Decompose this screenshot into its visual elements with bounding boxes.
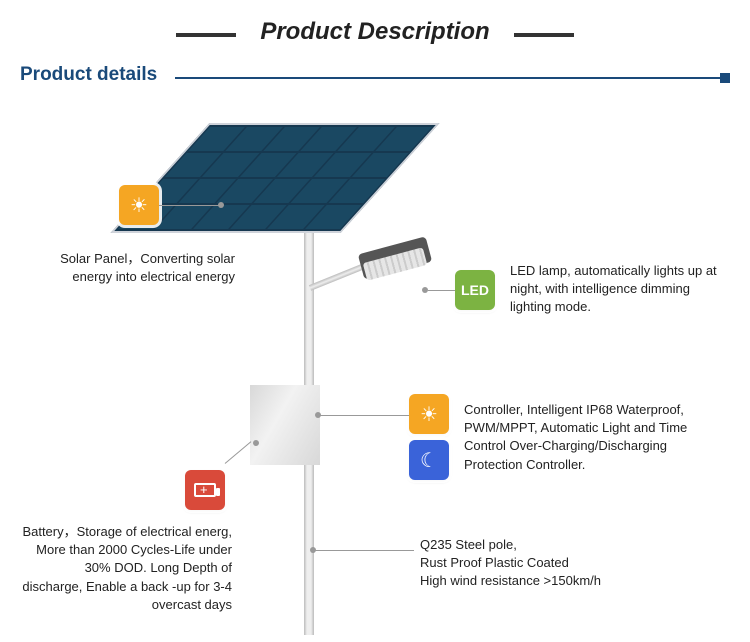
header: Product Description xyxy=(0,0,750,56)
sun-icon xyxy=(119,185,159,225)
leader-led xyxy=(428,290,455,291)
controller-sun-icon xyxy=(409,394,449,434)
controller-label: Controller, Intelligent IP68 Waterproof,… xyxy=(464,401,724,474)
section-heading-row: Product details xyxy=(20,64,730,90)
product-diagram: Solar Panel，Converting solar energy into… xyxy=(0,105,750,635)
control-box xyxy=(250,385,320,465)
leader-battery-dot xyxy=(253,440,259,446)
pole-label: Q235 Steel pole, Rust Proof Plastic Coat… xyxy=(420,536,680,591)
title-dash-left xyxy=(176,33,236,37)
section-line-end xyxy=(720,73,730,83)
leader-led-dot xyxy=(422,287,428,293)
leader-pole xyxy=(314,550,414,551)
leader-controller-dot xyxy=(315,412,321,418)
section-line xyxy=(175,77,724,79)
leader-controller xyxy=(320,415,409,416)
battery-icon xyxy=(185,470,225,510)
leader-panel-dot xyxy=(218,202,224,208)
led-label: LED lamp, automatically lights up at nig… xyxy=(510,262,720,317)
leader-panel xyxy=(159,205,219,206)
solar-panel xyxy=(160,123,390,243)
title-dash-right xyxy=(514,33,574,37)
panel-grid xyxy=(110,123,439,233)
leader-pole-dot xyxy=(310,547,316,553)
controller-moon-icon xyxy=(409,440,449,480)
solar-panel-label: Solar Panel，Converting solar energy into… xyxy=(20,250,235,286)
leader-battery xyxy=(225,441,252,464)
battery-label: Battery，Storage of electrical energ, Mor… xyxy=(22,523,232,614)
led-icon: LED xyxy=(455,270,495,310)
page-title: Product Description xyxy=(260,18,489,46)
section-heading: Product details xyxy=(20,64,157,86)
